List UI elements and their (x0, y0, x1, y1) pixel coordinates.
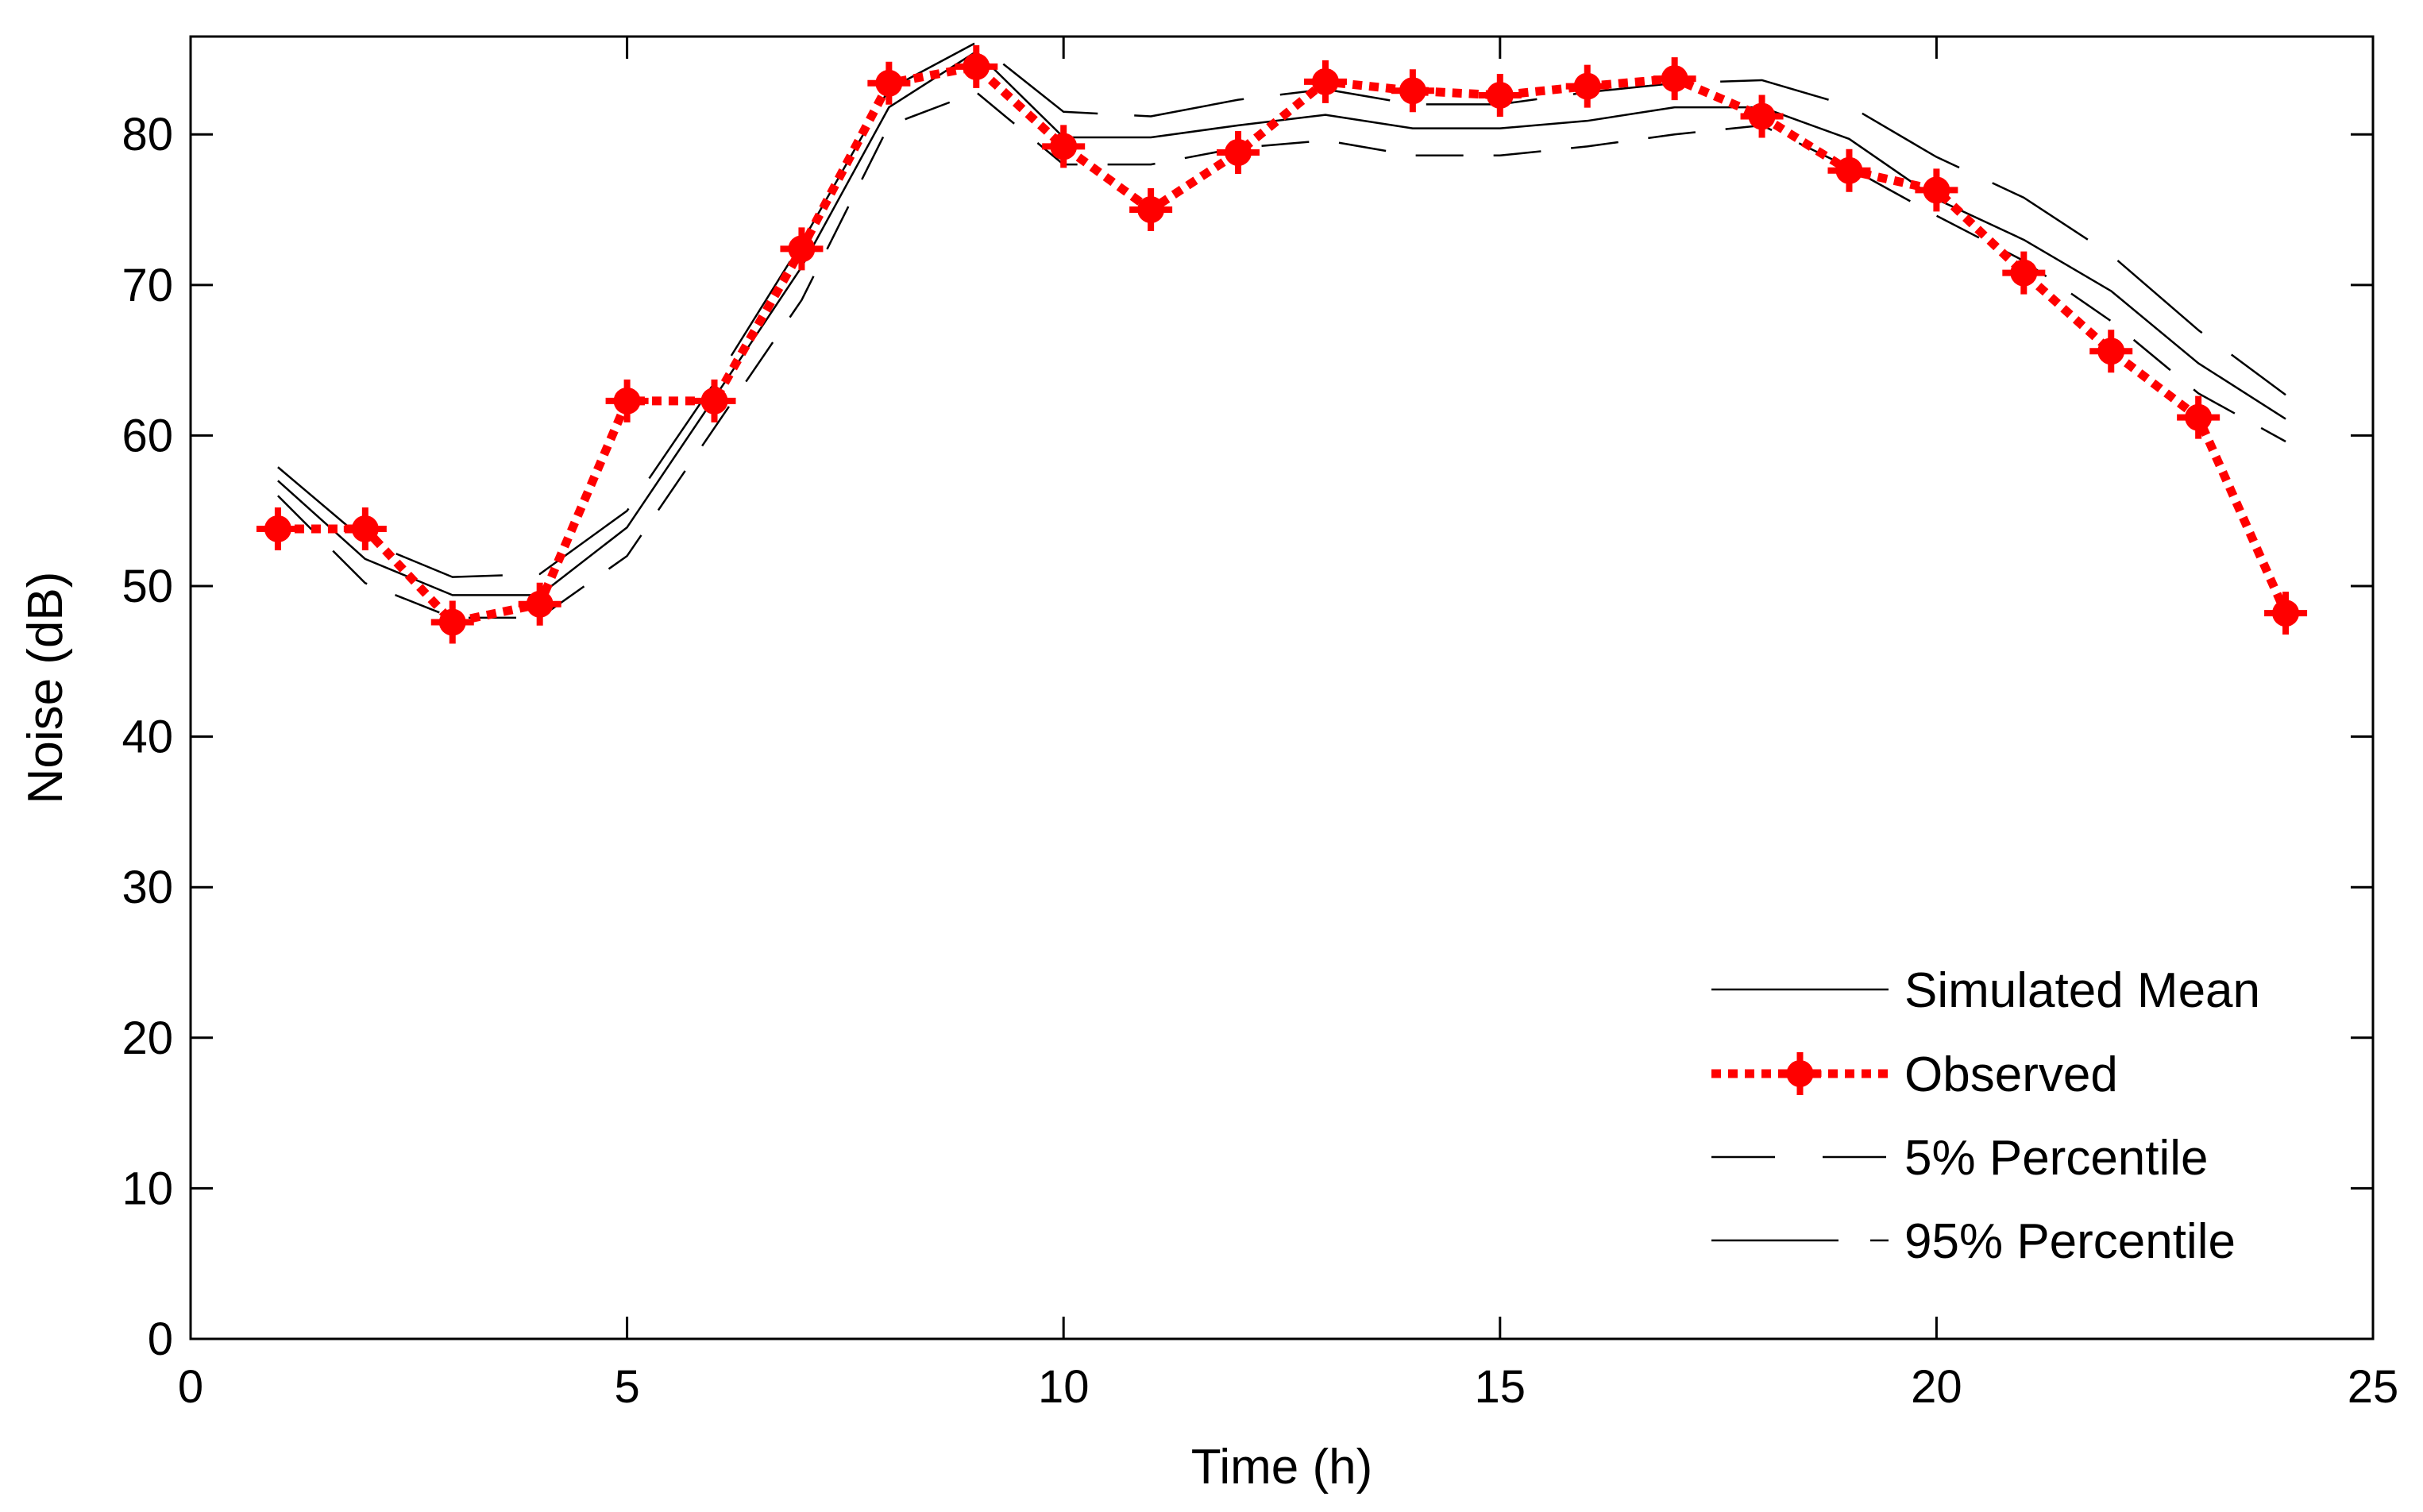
y-tick-label: 70 (122, 260, 173, 311)
legend-label-observed: Observed (1904, 1047, 2118, 1102)
legend-marker-observed (1778, 1052, 1822, 1095)
y-tick-label: 30 (122, 862, 173, 913)
data-point-observed (1303, 60, 1347, 103)
series-line-observed (277, 62, 2290, 627)
series-5-percentile (277, 91, 2286, 619)
legend-label-simulated-mean: Simulated Mean (1904, 963, 2260, 1018)
data-point-observed (2089, 330, 2133, 373)
y-tick-label: 20 (122, 1012, 173, 1064)
series-line-95-percentile (277, 41, 2286, 578)
x-tick-label: 10 (1038, 1361, 1090, 1413)
x-tick-label: 5 (614, 1361, 639, 1413)
data-point-observed (1129, 188, 1173, 232)
legend-item-5-percentile: 5% Percentile (1711, 1131, 2209, 1186)
data-point-observed (518, 582, 561, 626)
data-point-observed (2264, 592, 2308, 635)
data-point-observed (2002, 251, 2046, 295)
series-line-simulated-mean (277, 50, 2286, 596)
x-tick-label: 15 (1475, 1361, 1526, 1413)
data-point-observed (430, 600, 474, 644)
data-point-observed (1653, 57, 1696, 101)
data-point-observed (1478, 73, 1522, 117)
data-point-observed (1827, 148, 1871, 192)
y-tick-label: 40 (122, 712, 173, 763)
x-axis-label: Time (h) (1191, 1440, 1372, 1495)
series-simulated-mean (277, 50, 2286, 596)
data-point-observed (780, 227, 824, 271)
data-point-observed (1217, 130, 1260, 174)
data-point-observed (867, 61, 911, 105)
series-observed (256, 44, 2308, 644)
legend-label-5-percentile: 5% Percentile (1904, 1131, 2209, 1186)
y-tick-label: 0 (148, 1313, 173, 1365)
y-tick-label: 50 (122, 561, 173, 612)
legend-label-95-percentile: 95% Percentile (1904, 1214, 2236, 1269)
data-point-observed (1565, 64, 1609, 108)
data-point-observed (1915, 168, 1958, 212)
data-point-observed (343, 507, 387, 550)
x-tick-label: 25 (2348, 1361, 2399, 1413)
legend-item-95-percentile: 95% Percentile (1711, 1214, 2236, 1269)
y-tick-label: 80 (122, 109, 173, 160)
legend-item-simulated-mean: Simulated Mean (1711, 963, 2260, 1018)
x-tick-label: 0 (178, 1361, 203, 1413)
data-point-observed (1391, 69, 1434, 113)
series-line-5-percentile (277, 91, 2286, 619)
data-point-observed (256, 507, 299, 550)
series-95-percentile (277, 41, 2286, 578)
data-point-observed (1042, 125, 1086, 168)
data-point-observed (2177, 395, 2220, 439)
x-tick-label: 20 (1911, 1361, 1962, 1413)
data-point-observed (1740, 94, 1784, 138)
data-point-observed (955, 44, 998, 88)
y-axis-label: Noise (dB) (18, 572, 73, 804)
data-point-observed (693, 379, 736, 422)
y-tick-label: 10 (122, 1163, 173, 1214)
legend-item-observed: Observed (1711, 1047, 2118, 1102)
y-tick-label: 60 (122, 410, 173, 461)
data-point-observed (605, 379, 649, 422)
